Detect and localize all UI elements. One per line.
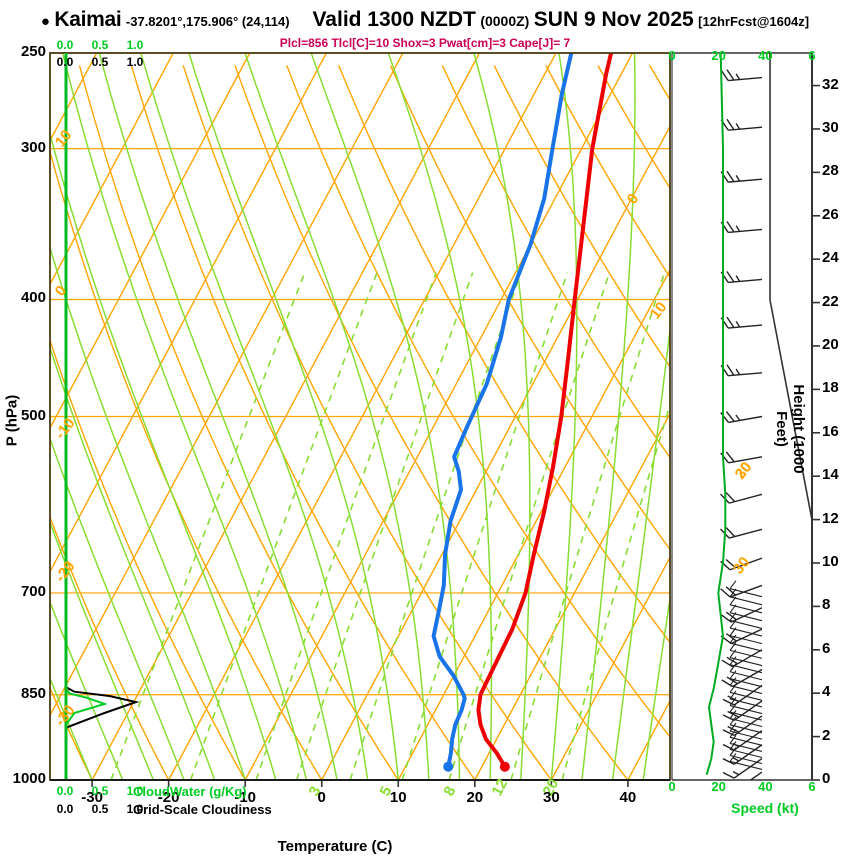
- plot-frame: [49, 52, 820, 787]
- cloudiness-scale-top-0: 0.0: [56, 55, 74, 69]
- dry-adiabat-label-left-0: 10: [52, 127, 76, 151]
- forecast-stamp: [12hrFcst@1604z]: [698, 14, 810, 29]
- isobar-lines: [50, 53, 670, 780]
- mixing-ratio-lines: [110, 272, 670, 780]
- cloudiness-scale-bottom-2: 1.0: [126, 802, 144, 816]
- height-tick-14: 14: [822, 466, 839, 484]
- station-bullet-icon: ●: [40, 13, 50, 30]
- height-tick-28: 28: [822, 162, 839, 180]
- speed-tick-bot-20: 20: [711, 779, 726, 794]
- temperature-tick-10: 10: [389, 789, 407, 806]
- height-tick-30: 30: [822, 118, 839, 136]
- cloudwater-scale-bottom-0: 0.0: [56, 784, 74, 798]
- pressure-tick-850: 850: [20, 684, 46, 702]
- x-axis-title: Temperature (C): [277, 838, 393, 855]
- dry-adiabat-lines: [50, 65, 670, 780]
- cloudiness-scale-bottom-0: 0.0: [56, 802, 74, 816]
- station-coords: -37.8201°,175.906° (24,114): [125, 14, 290, 29]
- temperature-tick-20: 20: [466, 789, 484, 806]
- height-tick-12: 12: [822, 509, 839, 527]
- speed-axis-title: Speed (kt): [731, 800, 799, 816]
- sounding-parameters: Plcl=856 Tlcl[C]=10 Shox=3 Pwat[cm]=3 Ca…: [279, 36, 571, 50]
- valid-time: Valid 1300 NZDT: [312, 8, 476, 31]
- speed-tick-bot-40: 40: [758, 779, 773, 794]
- temperature-tick--10: -10: [234, 789, 257, 806]
- wind-speed-curve: [705, 53, 727, 775]
- speed-tick-bot-0: 0: [668, 779, 676, 794]
- height-tick-16: 16: [822, 422, 839, 440]
- height-axis-title: Height (1000 Feet): [773, 384, 807, 474]
- cloudwater-legend-label: CloudWater (g/Kg): [133, 784, 247, 799]
- moist-adiabat-lines: [50, 53, 670, 780]
- pressure-tick-300: 300: [20, 138, 46, 156]
- y-axis-title: P (hPa): [3, 394, 21, 447]
- dry-adiabat-label-wind-panel: 30: [732, 459, 756, 483]
- height-tick-10: 10: [822, 552, 839, 570]
- temperature-tick-30: 30: [543, 789, 560, 806]
- dry-adiabat-label-right-3: 30: [730, 554, 754, 578]
- height-tick-24: 24: [822, 249, 839, 267]
- cloudwater-scale-bottom-1: 0.5: [91, 784, 109, 798]
- cloudwater-scale-bottom-2: 1.0: [126, 784, 144, 798]
- mixing-ratio-label-4: 20: [540, 776, 563, 799]
- valid-time-utc: (0000Z): [480, 13, 530, 29]
- speed-tick-top-40: 40: [758, 48, 773, 63]
- height-tick-0: 0: [822, 770, 831, 787]
- cloudiness-legend-label: Grid-Scale Cloudiness: [133, 802, 272, 817]
- height-tick-8: 8: [822, 596, 831, 614]
- speed-tick-top-6: 6: [808, 48, 816, 63]
- temperature-tick--20: -20: [157, 789, 180, 806]
- wind-barbs: [720, 69, 763, 780]
- height-tick-26: 26: [822, 205, 839, 223]
- pressure-tick-1000: 1000: [12, 770, 46, 787]
- valid-date: SUN 9 Nov 2025: [533, 8, 694, 31]
- cloudiness-scale-top-1: 0.5: [91, 55, 109, 69]
- pressure-tick-400: 400: [20, 289, 46, 307]
- temperature-tick--30: -30: [81, 789, 103, 806]
- mixing-ratio-label-3: 12: [489, 776, 512, 799]
- temperature-tick-40: 40: [619, 789, 637, 806]
- temperature-dewpoint-curves: [431, 53, 614, 772]
- height-tick-6: 6: [822, 639, 831, 657]
- station-name: Kaimai: [54, 8, 122, 31]
- cloudwater-scale-top-1: 0.5: [91, 38, 109, 52]
- height-tick-20: 20: [822, 335, 839, 353]
- speed-tick-top-0: 0: [668, 48, 676, 63]
- cloudwater-scale-top-0: 0.0: [56, 38, 74, 52]
- speed-tick-top-20: 20: [711, 48, 726, 63]
- temperature-tick-0: 0: [317, 789, 326, 806]
- pressure-tick-250: 250: [20, 43, 46, 60]
- height-tick-22: 22: [822, 292, 839, 310]
- cloudiness-scale-top-2: 1.0: [126, 55, 144, 69]
- pressure-tick-700: 700: [20, 582, 46, 600]
- speed-tick-bot-6: 6: [808, 779, 816, 794]
- height-tick-2: 2: [822, 726, 831, 744]
- cloudiness-scale-bottom-1: 0.5: [91, 802, 109, 816]
- dry-adiabat-label-right-1: 10: [647, 299, 671, 323]
- height-tick-32: 32: [822, 75, 839, 93]
- pressure-tick-500: 500: [20, 406, 46, 424]
- page-title: ● Kaimai -37.8201°,175.906° (24,114) Val…: [0, 8, 850, 32]
- dry-adiabat-label-right-2: 20: [732, 459, 756, 483]
- cloudwater-scale-top-2: 1.0: [126, 38, 144, 52]
- height-tick-4: 4: [822, 683, 831, 701]
- height-tick-18: 18: [822, 379, 839, 397]
